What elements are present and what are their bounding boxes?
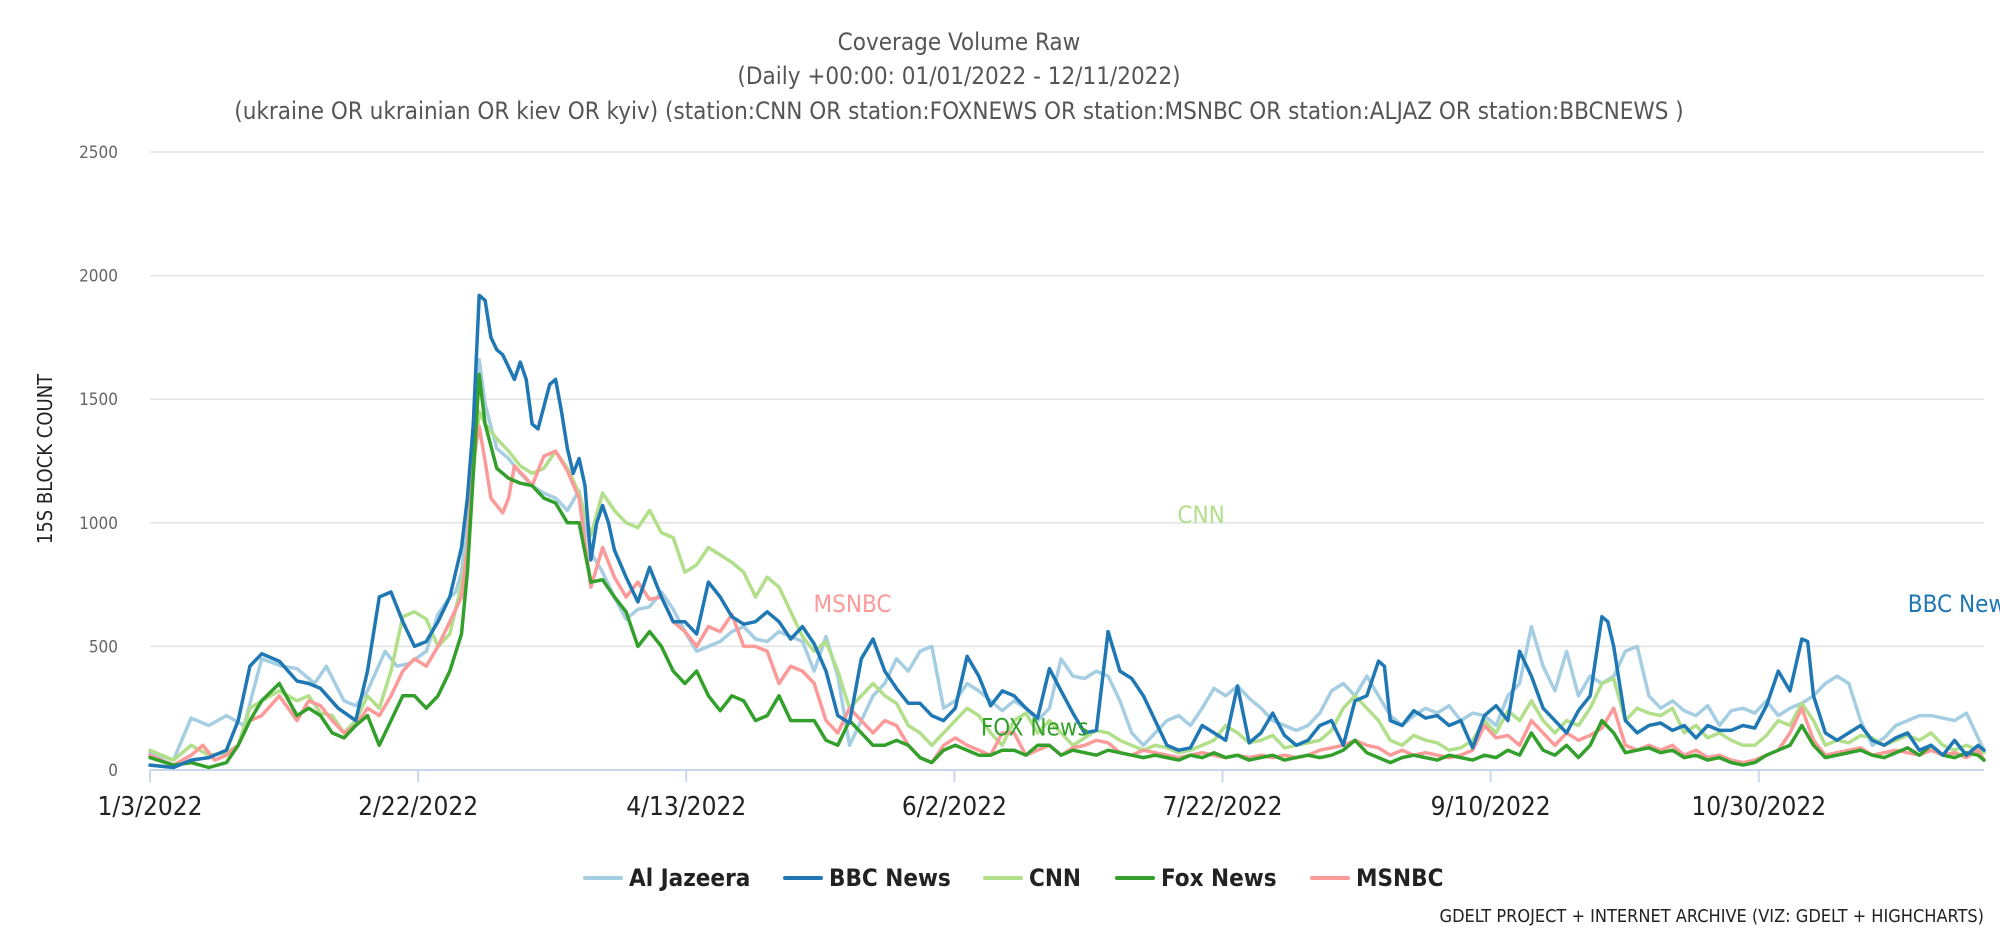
chart-credit: GDELT PROJECT + INTERNET ARCHIVE (VIZ: G… — [1440, 906, 1984, 927]
x-tick-label: 10/30/2022 — [1691, 792, 1826, 822]
y-tick-label: 1000 — [79, 514, 118, 534]
x-tick-label: 7/22/2022 — [1163, 792, 1283, 822]
x-axis-ticks: 1/3/2022 2/22/2022 4/13/2022 6/2/2022 7/22/2… — [97, 770, 1826, 822]
series-line-al-jazeera — [148, 357, 1986, 762]
legend-item-bbc-news[interactable]: BBC News — [783, 864, 951, 892]
annotation-cnn: CNN — [1177, 501, 1224, 529]
series-line-cnn — [148, 409, 1986, 762]
legend-label: CNN — [1029, 864, 1081, 892]
series-lines — [148, 293, 1986, 770]
x-tick-label: 1/3/2022 — [97, 792, 202, 822]
legend-label: BBC News — [829, 864, 951, 892]
y-tick-label: 2500 — [79, 143, 118, 163]
y-tick-label: 500 — [89, 637, 118, 657]
chart-subtitle-line1: (Daily +00:00: 01/01/2022 - 12/11/2022) — [737, 62, 1180, 90]
y-tick-label: 0 — [108, 761, 118, 781]
y-tick-label: 2000 — [79, 267, 118, 287]
y-axis-ticks: 0 500 1000 1500 2000 2500 — [79, 143, 118, 781]
legend-label: Fox News — [1161, 864, 1277, 892]
chart-subtitle-line2: (ukraine OR ukrainian OR kiev OR kyiv) (… — [234, 97, 1683, 125]
y-tick-label: 1500 — [79, 390, 118, 410]
legend: Al Jazeera BBC News CNN Fox News MSNBC — [583, 864, 1443, 892]
legend-item-fox-news[interactable]: Fox News — [1115, 864, 1277, 892]
legend-item-al-jazeera[interactable]: Al Jazeera — [583, 864, 750, 892]
x-tick-label: 4/13/2022 — [626, 792, 746, 822]
series-line-fox-news — [148, 372, 1986, 770]
legend-label: MSNBC — [1356, 864, 1443, 892]
series-line-bbc-news — [148, 293, 1986, 770]
legend-item-msnbc[interactable]: MSNBC — [1310, 864, 1443, 892]
annotation-fox-news: FOX News — [981, 713, 1089, 741]
grid-lines — [150, 151, 1984, 771]
chart-title: Coverage Volume Raw — [838, 28, 1081, 56]
x-tick-label: 9/10/2022 — [1431, 792, 1551, 822]
legend-item-cnn[interactable]: CNN — [983, 864, 1081, 892]
legend-label: Al Jazeera — [629, 864, 750, 892]
y-axis-label: 15S BLOCK COUNT — [33, 373, 57, 544]
x-tick-label: 2/22/2022 — [358, 792, 478, 822]
annotation-bbc-news: BBC News — [1908, 590, 2000, 618]
annotation-msnbc: MSNBC — [814, 590, 892, 618]
x-tick-label: 6/2/2022 — [902, 792, 1007, 822]
